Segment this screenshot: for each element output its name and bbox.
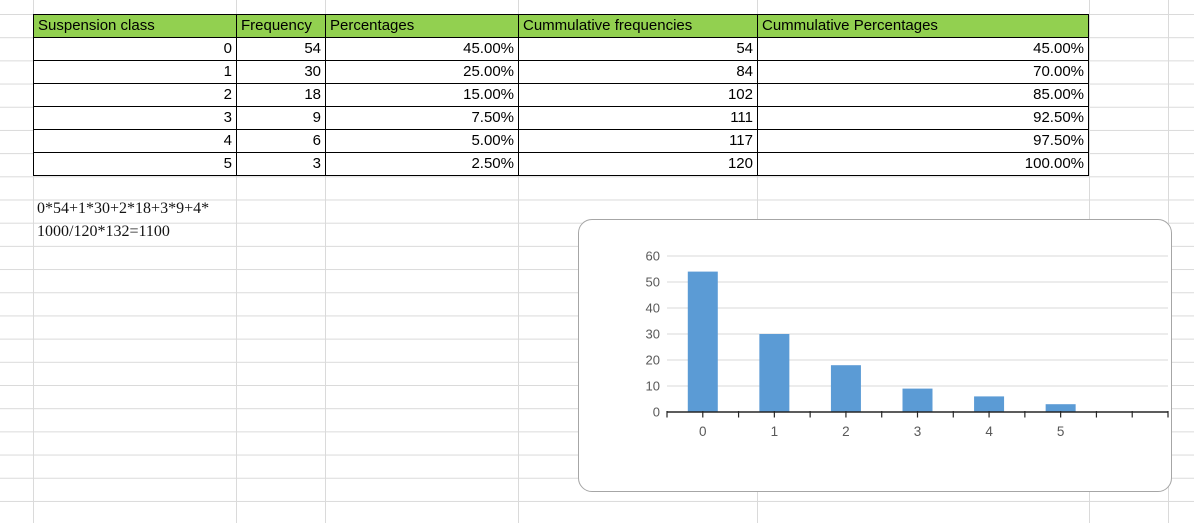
table-cell-r4c2[interactable]: 5.00% (325, 129, 519, 153)
bar-category-4[interactable] (974, 396, 1005, 412)
table-cell-r2c2[interactable]: 15.00% (325, 83, 519, 107)
y-axis-label-30: 30 (646, 327, 660, 342)
table-cell-r1c4[interactable]: 70.00% (757, 60, 1089, 84)
bar-category-0[interactable] (687, 271, 718, 412)
table-cell-r4c1[interactable]: 6 (236, 129, 326, 153)
bar-chart-canvas: 0 10 20 30 40 50 60 0 1 2 3 4 5 (646, 249, 1169, 439)
table-cell-r3c1[interactable]: 9 (236, 106, 326, 130)
table-cell-r2c4[interactable]: 85.00% (757, 83, 1089, 107)
bar-category-5[interactable] (1045, 404, 1076, 412)
table-row-5: 5 3 2.50% 120 100.00% (33, 152, 1089, 176)
y-axis-label-40: 40 (646, 301, 660, 316)
table-cell-r5c0[interactable]: 5 (33, 152, 237, 176)
frequency-table: Suspension class Frequency Percentages Cumm… (33, 14, 1089, 176)
x-axis-label-3: 3 (914, 424, 922, 439)
table-row-0: 0 54 45.00% 54 45.00% (33, 37, 1089, 61)
table-header-row: Suspension class Frequency Percentages Cumm… (33, 14, 1089, 38)
table-cell-r3c3[interactable]: 111 (518, 106, 758, 130)
formula-note-line1[interactable]: 0*54+1*30+2*18+3*9+4* (37, 200, 210, 217)
x-axis-label-0: 0 (699, 424, 707, 439)
x-axis-label-4: 4 (985, 424, 993, 439)
table-cell-r4c0[interactable]: 4 (33, 129, 237, 153)
y-axis-label-20: 20 (646, 353, 660, 368)
table-cell-r3c2[interactable]: 7.50% (325, 106, 519, 130)
table-cell-r1c0[interactable]: 1 (33, 60, 237, 84)
column-header-3[interactable]: Cummulative frequencies (518, 14, 758, 38)
table-cell-r0c3[interactable]: 54 (518, 37, 758, 61)
column-header-4[interactable]: Cummulative Percentages (757, 14, 1089, 38)
table-cell-r4c3[interactable]: 117 (518, 129, 758, 153)
y-axis-label-10: 10 (646, 379, 660, 394)
y-axis-label-0: 0 (653, 405, 660, 420)
x-axis-label-5: 5 (1057, 424, 1065, 439)
column-header-0[interactable]: Suspension class (33, 14, 237, 38)
column-header-1[interactable]: Frequency (236, 14, 326, 38)
table-row-1: 1 30 25.00% 84 70.00% (33, 60, 1089, 84)
table-cell-r0c1[interactable]: 54 (236, 37, 326, 61)
table-cell-r5c1[interactable]: 3 (236, 152, 326, 176)
table-cell-r4c4[interactable]: 97.50% (757, 129, 1089, 153)
y-axis-label-60: 60 (646, 249, 660, 264)
bar-chart[interactable]: 0 10 20 30 40 50 60 0 1 2 3 4 5 (578, 219, 1172, 492)
table-cell-r1c1[interactable]: 30 (236, 60, 326, 84)
table-cell-r5c2[interactable]: 2.50% (325, 152, 519, 176)
table-row-4: 4 6 5.00% 117 97.50% (33, 129, 1089, 153)
table-row-2: 2 18 15.00% 102 85.00% (33, 83, 1089, 107)
x-axis-label-2: 2 (842, 424, 850, 439)
column-header-2[interactable]: Percentages (325, 14, 519, 38)
x-axis-label-1: 1 (771, 424, 779, 439)
table-cell-r0c0[interactable]: 0 (33, 37, 237, 61)
formula-note-line2[interactable]: 1000/120*132=1100 (37, 223, 170, 240)
bar-category-3[interactable] (902, 388, 933, 412)
table-cell-r3c4[interactable]: 92.50% (757, 106, 1089, 130)
table-cell-r2c3[interactable]: 102 (518, 83, 758, 107)
bar-category-1[interactable] (759, 334, 790, 412)
table-body: 0 54 45.00% 54 45.00% 1 30 25.00% 84 70.00% 2 18 15.… (33, 37, 1089, 176)
table-cell-r1c2[interactable]: 25.00% (325, 60, 519, 84)
table-cell-r0c4[interactable]: 45.00% (757, 37, 1089, 61)
table-cell-r5c4[interactable]: 100.00% (757, 152, 1089, 176)
table-cell-r1c3[interactable]: 84 (518, 60, 758, 84)
table-cell-r2c0[interactable]: 2 (33, 83, 237, 107)
bar-category-2[interactable] (830, 365, 861, 412)
table-row-3: 3 9 7.50% 111 92.50% (33, 106, 1089, 130)
table-cell-r2c1[interactable]: 18 (236, 83, 326, 107)
table-cell-r3c0[interactable]: 3 (33, 106, 237, 130)
y-axis-label-50: 50 (646, 275, 660, 290)
table-cell-r5c3[interactable]: 120 (518, 152, 758, 176)
table-cell-r0c2[interactable]: 45.00% (325, 37, 519, 61)
